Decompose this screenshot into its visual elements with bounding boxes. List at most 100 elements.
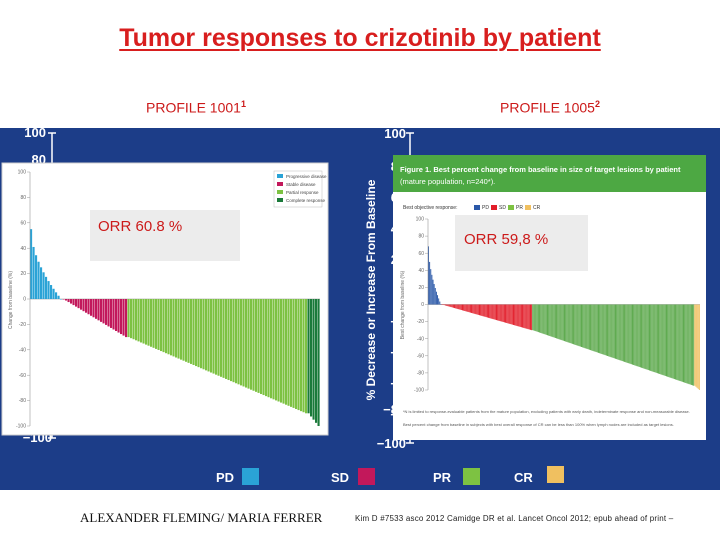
profile-1001-bar [90, 299, 93, 316]
profile-1005-bar [634, 304, 636, 366]
profile-1001-bar [105, 299, 108, 325]
profile-1005-bar [541, 304, 543, 334]
profile-1005-bar [627, 304, 629, 364]
inset-right-note-1: *N is limited to response-evaluable pati… [403, 409, 690, 414]
profile-1005-bar [454, 304, 456, 309]
profile-1001-bar [225, 299, 228, 379]
profile-1001-bar [42, 272, 45, 299]
profile-1005-bar [611, 304, 613, 358]
profile-1001-bar [60, 299, 63, 300]
profile-1005-bar [446, 304, 448, 306]
profile-1005-bar [526, 304, 528, 329]
profile-1005-bar [485, 304, 487, 318]
profile-1005-bar [551, 304, 553, 337]
inset-left-legend-swatch-pr [277, 190, 283, 194]
profile-1005-tick-label: -100 [414, 388, 424, 394]
profile-1005-bar [613, 304, 615, 359]
profile-1005-bar [566, 304, 568, 342]
profile-1005-bar [457, 304, 459, 310]
profile-1001-bar [222, 299, 225, 378]
profile-1005-bar [569, 304, 571, 344]
profile-1001-bar [307, 299, 310, 414]
profile-1005-bar [496, 304, 497, 321]
profile-1001-bar [102, 299, 105, 324]
bg-left-tick-100: 100 [24, 125, 46, 140]
profile-1001-bar [160, 299, 163, 352]
profile-1005-tick-label: 40 [418, 268, 424, 274]
profile-1005-bar [503, 304, 505, 323]
inset-left-legend-swatch-cr [277, 198, 283, 202]
profile-1005-bar [498, 304, 500, 321]
profile-1005-bar [678, 304, 680, 381]
profile-1001-bar [37, 261, 40, 299]
profile-1005-bar [449, 304, 451, 307]
profile-1005-bar [599, 304, 601, 354]
profile-1005-bar [673, 304, 675, 380]
profile-1001-bar [310, 299, 313, 417]
profile-1001-bar [140, 299, 143, 343]
profile-1001-bar [280, 299, 283, 403]
profile-1001-bar [252, 299, 255, 391]
profile-1005-bar [471, 304, 473, 313]
profile-1005-bar [663, 304, 665, 376]
profile-1005-bar [524, 304, 526, 329]
profile-1005-bar [562, 304, 564, 341]
inset-right-figure-subtitle: (mature population, n=240*). [400, 177, 495, 186]
profile-1005-bar [637, 304, 639, 367]
footer-references: Kim D #7533 asco 2012 Camidge DR et al. … [355, 514, 674, 523]
profile-1001-bar [207, 299, 210, 372]
profile-1001-bar [292, 299, 295, 408]
profile-1001-bar [145, 299, 148, 345]
profile-1005-bar [447, 304, 449, 307]
profile-1001-bar [97, 299, 100, 321]
profile-1005-bar [632, 304, 633, 365]
profile-1005-bar [605, 304, 607, 356]
profile-1001-tick-label: 60 [20, 220, 26, 226]
profile-1005-bar [431, 274, 433, 305]
profile-1001-tick-label: 40 [20, 246, 26, 252]
profile-1005-bar [443, 304, 445, 306]
profile-1005-bar [467, 304, 469, 312]
profile-1001-bar [257, 299, 260, 393]
profile-1005-bar [557, 304, 559, 339]
profile-1005-bar [604, 304, 606, 356]
profile-1005-bar [694, 304, 696, 386]
profile-1005-bar [481, 304, 483, 316]
profile-1001-bar [290, 299, 293, 407]
profile-1001-bar [137, 299, 140, 342]
profile-1001-bar [45, 276, 48, 299]
profile-1005-tick-label: 80 [418, 234, 424, 240]
profile-1001-bar [107, 299, 110, 327]
bg-y-axis-label: % Decrease or Increase From Baseline [364, 179, 378, 400]
profile-1005-bar [570, 304, 572, 344]
profile-1005-bar [622, 304, 624, 362]
profile-1001-bar [205, 299, 208, 371]
legend-pd-label: PD [216, 470, 234, 485]
profile-1005-bar [671, 304, 673, 379]
profile-1001-bar [130, 299, 133, 339]
inset-right-legend-title: Best objective response: [403, 205, 457, 211]
legend-cr-swatch [547, 466, 564, 483]
profile-1005-bar [610, 304, 612, 358]
inset-right-legend-swatch-sd [491, 205, 497, 210]
profile-1005-bar [545, 304, 547, 335]
profile-1005-bar [656, 304, 658, 374]
profile-1005-bar [537, 304, 539, 333]
profile-1005-bar [490, 304, 492, 319]
profile-1005-bar [452, 304, 454, 308]
profile-1005-bar [474, 304, 476, 314]
profile-1001-bar [227, 299, 230, 381]
profile-1005-bar [568, 304, 570, 343]
profile-1001-tick-label: -40 [19, 347, 26, 353]
profile-1005-bar [567, 304, 569, 343]
profile-1005-bar [624, 304, 626, 362]
profile-1005-bar [497, 304, 499, 321]
profile-1001-bar [87, 299, 90, 315]
profile-1005-bar [522, 304, 524, 328]
profile-1001-bar [125, 299, 128, 338]
profile-1005-tick-label: -80 [417, 371, 424, 377]
profile-1005-bar [620, 304, 622, 361]
profile-1005-bar [532, 304, 534, 331]
inset-right-note-2: Best percent change from baseline in sub… [403, 422, 674, 427]
profile-1005-bar [527, 304, 529, 330]
